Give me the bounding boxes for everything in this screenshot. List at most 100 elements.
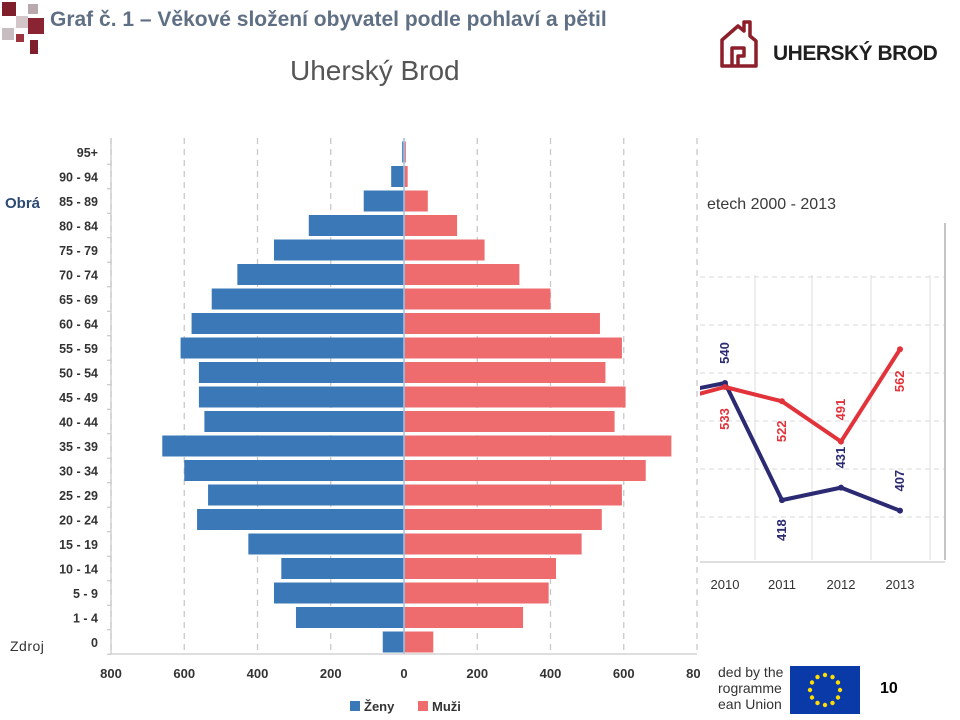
bar-muzi: [404, 190, 428, 212]
legend-swatch-muzi: [418, 701, 428, 711]
y-tick-label: 90 - 94: [59, 171, 98, 185]
point-red: [779, 398, 785, 405]
bar-zeny: [211, 288, 404, 310]
x-tick-label: 2013: [886, 577, 915, 592]
eu-star: [835, 695, 841, 700]
bar-zeny: [363, 190, 404, 212]
pyramid-title: Uherský Brod: [290, 55, 460, 86]
y-tick-label: 85 - 89: [59, 195, 98, 209]
house-logo-icon: [720, 20, 758, 68]
y-tick-label: 50 - 54: [59, 367, 98, 381]
legend-swatch-zeny: [350, 701, 360, 711]
logo-text: UHERSKÝ BROD: [773, 42, 938, 65]
y-tick-label: 45 - 49: [59, 391, 98, 405]
value-label-blue: 431: [833, 447, 848, 469]
line-chart-title: etech 2000 - 2013: [707, 196, 836, 213]
point-red: [722, 384, 728, 390]
funding-text: ded by the rogramme ean Union: [718, 664, 783, 712]
y-tick-label: 35 - 39: [59, 440, 98, 454]
bar-muzi: [404, 607, 524, 628]
bar-zeny: [391, 166, 404, 187]
bar-muzi: [404, 337, 622, 359]
population-pyramid-chart: 0 1 - 4 5 - 9 10 - 14 15 - 19 20 - 24 25 - 29 3…: [59, 138, 700, 714]
point-blue: [779, 497, 785, 504]
eu-star: [822, 702, 828, 708]
bar-muzi: [404, 239, 485, 261]
value-label-red: 522: [774, 420, 789, 442]
bar-muzi: [404, 484, 622, 506]
eu-star: [809, 680, 815, 685]
eu-star: [830, 700, 835, 706]
bar-muzi: [404, 509, 602, 530]
bar-zeny: [273, 582, 404, 604]
bar-zeny: [281, 558, 404, 579]
bar-muzi: [404, 362, 606, 383]
bar-zeny: [184, 460, 404, 481]
bar-muzi: [404, 264, 520, 285]
slide-heading: Graf č. 1 – Věkové složení obyvatel podl…: [50, 8, 607, 31]
uhersky-brod-logo: UHERSKÝ BROD: [716, 18, 938, 74]
x-tick-label: 400: [247, 666, 269, 681]
x-tick-label: 800: [686, 666, 700, 681]
y-tick-label: 0: [91, 636, 98, 650]
bar-zeny: [237, 264, 404, 285]
legend-label-muzi: Muži: [432, 699, 461, 714]
y-tick-label: 40 - 44: [59, 416, 98, 430]
bar-zeny: [308, 215, 404, 236]
eu-star: [815, 674, 820, 680]
y-tick-label: 70 - 74: [59, 269, 98, 283]
bar-muzi: [404, 215, 458, 236]
funding-line: rogramme: [718, 680, 782, 696]
bar-muzi: [404, 386, 626, 408]
x-tick-label: 600: [173, 666, 195, 681]
y-tick-label: 60 - 64: [59, 318, 98, 332]
point-red: [897, 346, 903, 353]
eu-star: [835, 680, 841, 685]
value-label-red: 533: [717, 408, 732, 430]
eu-star: [809, 695, 815, 700]
bar-muzi: [404, 313, 600, 334]
bar-zeny: [402, 141, 404, 163]
point-red: [838, 438, 844, 445]
bar-zeny: [295, 607, 404, 628]
bar-zeny: [162, 435, 404, 457]
bar-zeny: [180, 337, 404, 359]
y-tick-label: 55 - 59: [59, 342, 98, 356]
y-tick-label: 10 - 14: [59, 563, 98, 577]
bar-zeny: [198, 386, 404, 408]
point-blue: [838, 484, 844, 491]
bar-muzi: [404, 435, 672, 457]
value-label-blue: 540: [717, 342, 732, 364]
bar-zeny: [208, 484, 404, 506]
page-number: 10: [880, 680, 898, 697]
y-tick-label: 75 - 79: [59, 244, 98, 258]
bar-muzi: [404, 141, 406, 163]
y-tick-label: 5 - 9: [73, 587, 98, 601]
value-label-blue: 407: [892, 470, 907, 492]
side-text-obra: Obrá: [5, 195, 41, 212]
bar-muzi: [404, 558, 556, 579]
x-tick-label: 2012: [827, 577, 856, 592]
eu-star: [837, 687, 843, 693]
x-tick-label: 600: [613, 666, 635, 681]
bar-muzi: [404, 533, 582, 555]
bar-zeny: [382, 631, 404, 653]
point-blue: [897, 507, 903, 514]
line-chart: 540 418 431 407 533 522 491 562 2010 2011 2012 2013: [700, 223, 946, 592]
y-tick-label: 15 - 19: [59, 538, 98, 552]
y-tick-label: 1 - 4: [73, 612, 98, 626]
bar-zeny: [204, 411, 404, 432]
value-label-red: 562: [892, 370, 907, 392]
bar-muzi: [404, 460, 646, 481]
series-line-blue: [700, 381, 901, 513]
corner-squares-decoration: [0, 0, 48, 60]
x-tick-label: 2010: [711, 577, 740, 592]
funding-line: ean Union: [718, 696, 782, 712]
eu-star: [830, 674, 835, 680]
y-tick-label: 30 - 34: [59, 465, 98, 479]
bar-muzi: [404, 288, 551, 310]
bar-zeny: [198, 362, 404, 383]
y-tick-label: 20 - 24: [59, 514, 98, 528]
y-tick-label: 95+: [77, 146, 98, 160]
eu-star: [807, 687, 813, 693]
